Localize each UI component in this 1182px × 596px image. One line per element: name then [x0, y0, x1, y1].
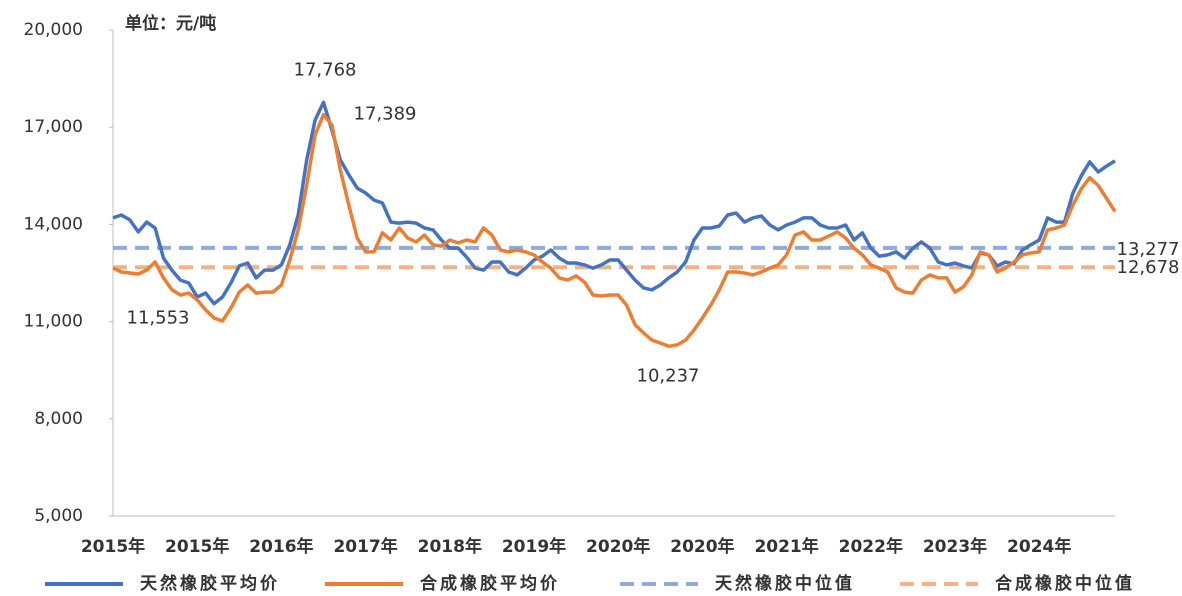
x-tick-label: 2020年 [670, 536, 734, 557]
annotation: 12,678 [1117, 257, 1180, 278]
annotation: 10,237 [637, 365, 700, 386]
x-tick-label: 2019年 [502, 536, 566, 557]
x-tick-label: 2016年 [249, 536, 313, 557]
unit-label: 单位：元/吨 [125, 13, 216, 34]
legend-label: 合成橡胶平均价 [420, 573, 560, 594]
y-tick-label: 14,000 [24, 214, 83, 234]
x-tick-label: 2018年 [418, 536, 482, 557]
x-tick-label: 2023年 [923, 536, 987, 557]
annotation: 17,389 [354, 104, 417, 125]
y-tick-label: 11,000 [24, 312, 83, 332]
y-tick-label: 8,000 [34, 409, 83, 429]
legend-label: 天然橡胶中位值 [715, 573, 855, 594]
x-tick-label: 2015年 [165, 536, 229, 557]
x-tick-label: 2024年 [1007, 536, 1071, 557]
x-tick-label: 2022年 [839, 536, 903, 557]
x-tick-label: 2015年 [81, 536, 145, 557]
legend-label: 天然橡胶平均价 [140, 573, 280, 594]
legend-label: 合成橡胶中位值 [995, 573, 1135, 594]
x-tick-label: 2020年 [586, 536, 650, 557]
y-tick-label: 17,000 [24, 117, 83, 137]
x-tick-label: 2017年 [333, 536, 397, 557]
annotation: 11,553 [127, 308, 190, 329]
series-line [112, 112, 1117, 349]
series-line [112, 100, 1116, 306]
y-tick-label: 5,000 [34, 506, 83, 526]
annotation: 17,768 [294, 59, 357, 80]
annotation: 13,277 [1117, 239, 1180, 260]
y-tick-label: 20,000 [24, 20, 83, 40]
x-tick-label: 2021年 [754, 536, 818, 557]
